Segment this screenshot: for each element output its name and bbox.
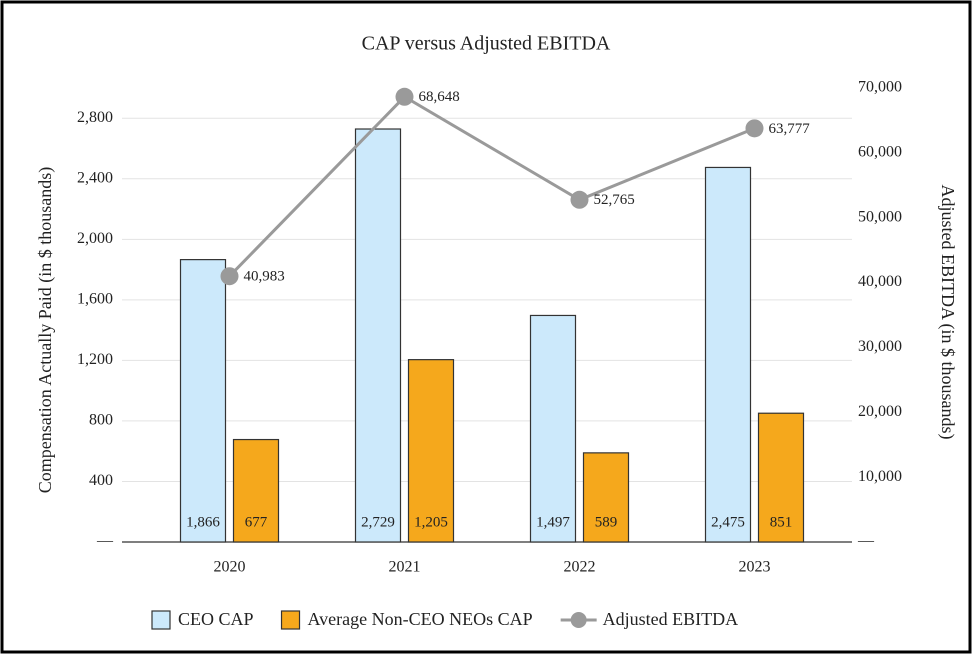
line-marker xyxy=(745,119,764,138)
bar xyxy=(582,452,630,543)
legend-marker xyxy=(570,612,587,628)
bar-value-label: 1,497 xyxy=(536,514,570,530)
y-tick-label: 2,000 xyxy=(77,230,113,247)
line-marker xyxy=(220,267,239,286)
bar xyxy=(407,359,455,543)
y2-tick-label: 50,000 xyxy=(858,208,902,225)
y2-tick-label: 70,000 xyxy=(858,79,902,96)
y-axis-title: Compensation Actually Paid (in $ thousan… xyxy=(35,167,56,493)
bar-value-label: 2,729 xyxy=(361,514,395,530)
y-tick-label: 2,400 xyxy=(77,169,113,186)
line-value-label: 40,983 xyxy=(244,269,285,285)
y-tick-label: 2,800 xyxy=(77,109,113,126)
line-value-label: 52,765 xyxy=(594,192,635,208)
y-tick-label: — xyxy=(96,533,114,550)
y-tick-label: 400 xyxy=(89,472,113,489)
legend-swatch xyxy=(151,610,171,630)
bar xyxy=(757,412,805,543)
chart-title: CAP versus Adjusted EBITDA xyxy=(362,33,611,55)
y2-tick-label: — xyxy=(857,533,875,550)
bar-value-label: 1,205 xyxy=(414,514,448,530)
bar-value-label: 2,475 xyxy=(711,514,745,530)
legend-swatch xyxy=(280,610,301,630)
line-value-label: 68,648 xyxy=(419,89,460,105)
y-tick-label: 1,600 xyxy=(77,291,113,308)
line-value-label: 63,777 xyxy=(769,121,811,137)
y2-tick-label: 10,000 xyxy=(858,468,902,485)
legend-label: Adjusted EBITDA xyxy=(603,609,738,629)
y-tick-label: 1,200 xyxy=(77,351,113,368)
y2-axis-title: Adjusted EBITDA (in $ thousands) xyxy=(937,185,958,440)
bar xyxy=(354,128,402,543)
y2-tick-label: 20,000 xyxy=(858,403,902,420)
bar xyxy=(232,438,280,543)
y-tick-label: 800 xyxy=(89,412,113,429)
x-tick-label: 2022 xyxy=(564,559,596,576)
y2-tick-label: 40,000 xyxy=(858,273,902,290)
x-tick-label: 2020 xyxy=(214,559,246,576)
legend-label: Average Non-CEO NEOs CAP xyxy=(308,609,533,629)
bar-value-label: 589 xyxy=(595,514,618,530)
bar xyxy=(179,259,227,543)
bar xyxy=(704,166,752,543)
line-marker xyxy=(395,87,414,106)
bar-value-label: 1,866 xyxy=(186,514,220,530)
bar xyxy=(529,314,577,543)
y2-tick-label: 60,000 xyxy=(858,144,902,161)
bar-value-label: 677 xyxy=(245,514,268,530)
line-marker xyxy=(570,190,589,209)
bar-value-label: 851 xyxy=(770,514,793,530)
y2-tick-label: 30,000 xyxy=(858,338,902,355)
line xyxy=(228,94,756,278)
legend-label: CEO CAP xyxy=(178,609,254,629)
x-tick-label: 2021 xyxy=(389,559,421,576)
x-tick-label: 2023 xyxy=(739,559,771,576)
